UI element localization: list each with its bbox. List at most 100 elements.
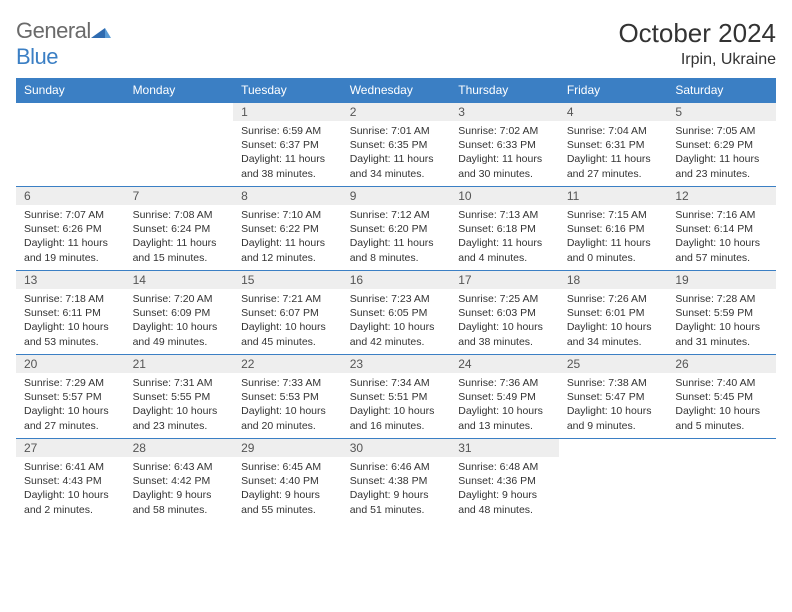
calendar-week-row: 6Sunrise: 7:07 AMSunset: 6:26 PMDaylight… [16, 187, 776, 271]
day-number: 1 [233, 103, 342, 121]
day-details: Sunrise: 6:43 AMSunset: 4:42 PMDaylight:… [125, 457, 234, 521]
day-number: 20 [16, 355, 125, 373]
calendar-week-row: ....1Sunrise: 6:59 AMSunset: 6:37 PMDayl… [16, 103, 776, 187]
day-details: Sunrise: 7:29 AMSunset: 5:57 PMDaylight:… [16, 373, 125, 437]
location: Irpin, Ukraine [618, 51, 776, 69]
calendar-week-row: 13Sunrise: 7:18 AMSunset: 6:11 PMDayligh… [16, 271, 776, 355]
calendar-day-cell: 19Sunrise: 7:28 AMSunset: 5:59 PMDayligh… [667, 271, 776, 355]
calendar-day-cell: 3Sunrise: 7:02 AMSunset: 6:33 PMDaylight… [450, 103, 559, 187]
day-details: Sunrise: 7:40 AMSunset: 5:45 PMDaylight:… [667, 373, 776, 437]
calendar-day-cell: 18Sunrise: 7:26 AMSunset: 6:01 PMDayligh… [559, 271, 668, 355]
calendar-day-cell: 21Sunrise: 7:31 AMSunset: 5:55 PMDayligh… [125, 355, 234, 439]
day-details: Sunrise: 7:05 AMSunset: 6:29 PMDaylight:… [667, 121, 776, 185]
weekday-header: Saturday [667, 78, 776, 103]
logo-mark-icon [91, 22, 111, 38]
day-number: 27 [16, 439, 125, 457]
day-details: Sunrise: 7:21 AMSunset: 6:07 PMDaylight:… [233, 289, 342, 353]
calendar-day-cell: 2Sunrise: 7:01 AMSunset: 6:35 PMDaylight… [342, 103, 451, 187]
calendar-day-cell: 27Sunrise: 6:41 AMSunset: 4:43 PMDayligh… [16, 439, 125, 523]
day-number: 15 [233, 271, 342, 289]
calendar-header-row: SundayMondayTuesdayWednesdayThursdayFrid… [16, 78, 776, 103]
calendar-day-cell: 9Sunrise: 7:12 AMSunset: 6:20 PMDaylight… [342, 187, 451, 271]
calendar-day-cell: 25Sunrise: 7:38 AMSunset: 5:47 PMDayligh… [559, 355, 668, 439]
calendar-day-cell: 16Sunrise: 7:23 AMSunset: 6:05 PMDayligh… [342, 271, 451, 355]
day-number: 12 [667, 187, 776, 205]
day-details: Sunrise: 7:23 AMSunset: 6:05 PMDaylight:… [342, 289, 451, 353]
day-details: Sunrise: 7:04 AMSunset: 6:31 PMDaylight:… [559, 121, 668, 185]
day-number: 5 [667, 103, 776, 121]
day-details: Sunrise: 6:41 AMSunset: 4:43 PMDaylight:… [16, 457, 125, 521]
calendar-body: ....1Sunrise: 6:59 AMSunset: 6:37 PMDayl… [16, 103, 776, 523]
day-number: 28 [125, 439, 234, 457]
day-number: 29 [233, 439, 342, 457]
calendar-day-cell: 17Sunrise: 7:25 AMSunset: 6:03 PMDayligh… [450, 271, 559, 355]
calendar-day-cell: 20Sunrise: 7:29 AMSunset: 5:57 PMDayligh… [16, 355, 125, 439]
day-number: 30 [342, 439, 451, 457]
calendar-day-cell: .. [16, 103, 125, 187]
calendar-day-cell: 5Sunrise: 7:05 AMSunset: 6:29 PMDaylight… [667, 103, 776, 187]
weekday-header: Thursday [450, 78, 559, 103]
day-number: 22 [233, 355, 342, 373]
day-details: Sunrise: 7:13 AMSunset: 6:18 PMDaylight:… [450, 205, 559, 269]
month-title: October 2024 [618, 18, 776, 49]
calendar-week-row: 27Sunrise: 6:41 AMSunset: 4:43 PMDayligh… [16, 439, 776, 523]
day-number: 18 [559, 271, 668, 289]
day-number: 13 [16, 271, 125, 289]
day-details: Sunrise: 7:34 AMSunset: 5:51 PMDaylight:… [342, 373, 451, 437]
calendar-day-cell: 31Sunrise: 6:48 AMSunset: 4:36 PMDayligh… [450, 439, 559, 523]
calendar-day-cell: 28Sunrise: 6:43 AMSunset: 4:42 PMDayligh… [125, 439, 234, 523]
calendar-day-cell: 26Sunrise: 7:40 AMSunset: 5:45 PMDayligh… [667, 355, 776, 439]
day-details: Sunrise: 6:48 AMSunset: 4:36 PMDaylight:… [450, 457, 559, 521]
calendar-day-cell: 11Sunrise: 7:15 AMSunset: 6:16 PMDayligh… [559, 187, 668, 271]
day-number: 11 [559, 187, 668, 205]
day-number: 17 [450, 271, 559, 289]
day-details: Sunrise: 7:16 AMSunset: 6:14 PMDaylight:… [667, 205, 776, 269]
day-details: Sunrise: 6:59 AMSunset: 6:37 PMDaylight:… [233, 121, 342, 185]
day-details: Sunrise: 7:18 AMSunset: 6:11 PMDaylight:… [16, 289, 125, 353]
day-details: Sunrise: 7:08 AMSunset: 6:24 PMDaylight:… [125, 205, 234, 269]
weekday-header: Monday [125, 78, 234, 103]
calendar-day-cell: .. [125, 103, 234, 187]
header: General Blue October 2024 Irpin, Ukraine [16, 18, 776, 70]
calendar-day-cell: .. [559, 439, 668, 523]
calendar-day-cell: 30Sunrise: 6:46 AMSunset: 4:38 PMDayligh… [342, 439, 451, 523]
calendar-day-cell: 7Sunrise: 7:08 AMSunset: 6:24 PMDaylight… [125, 187, 234, 271]
day-number: 3 [450, 103, 559, 121]
logo-word1: General [16, 18, 91, 43]
day-details: Sunrise: 6:46 AMSunset: 4:38 PMDaylight:… [342, 457, 451, 521]
day-number: 21 [125, 355, 234, 373]
calendar-day-cell: 24Sunrise: 7:36 AMSunset: 5:49 PMDayligh… [450, 355, 559, 439]
day-number: 16 [342, 271, 451, 289]
day-number: 8 [233, 187, 342, 205]
day-details: Sunrise: 7:36 AMSunset: 5:49 PMDaylight:… [450, 373, 559, 437]
day-number: 26 [667, 355, 776, 373]
weekday-header: Friday [559, 78, 668, 103]
day-number: 24 [450, 355, 559, 373]
logo-text: General Blue [16, 18, 111, 70]
calendar-day-cell: 13Sunrise: 7:18 AMSunset: 6:11 PMDayligh… [16, 271, 125, 355]
day-details: Sunrise: 7:02 AMSunset: 6:33 PMDaylight:… [450, 121, 559, 185]
day-details: Sunrise: 7:10 AMSunset: 6:22 PMDaylight:… [233, 205, 342, 269]
day-details: Sunrise: 7:01 AMSunset: 6:35 PMDaylight:… [342, 121, 451, 185]
weekday-header: Tuesday [233, 78, 342, 103]
calendar-day-cell: 10Sunrise: 7:13 AMSunset: 6:18 PMDayligh… [450, 187, 559, 271]
day-details: Sunrise: 7:07 AMSunset: 6:26 PMDaylight:… [16, 205, 125, 269]
calendar-day-cell: 1Sunrise: 6:59 AMSunset: 6:37 PMDaylight… [233, 103, 342, 187]
calendar-table: SundayMondayTuesdayWednesdayThursdayFrid… [16, 78, 776, 523]
logo: General Blue [16, 18, 111, 70]
day-details: Sunrise: 7:20 AMSunset: 6:09 PMDaylight:… [125, 289, 234, 353]
calendar-day-cell: 6Sunrise: 7:07 AMSunset: 6:26 PMDaylight… [16, 187, 125, 271]
day-details: Sunrise: 7:33 AMSunset: 5:53 PMDaylight:… [233, 373, 342, 437]
calendar-day-cell: 8Sunrise: 7:10 AMSunset: 6:22 PMDaylight… [233, 187, 342, 271]
calendar-day-cell: 14Sunrise: 7:20 AMSunset: 6:09 PMDayligh… [125, 271, 234, 355]
day-number: 2 [342, 103, 451, 121]
day-details: Sunrise: 7:28 AMSunset: 5:59 PMDaylight:… [667, 289, 776, 353]
day-number: 31 [450, 439, 559, 457]
day-number: 9 [342, 187, 451, 205]
title-block: October 2024 Irpin, Ukraine [618, 18, 776, 69]
day-number: 23 [342, 355, 451, 373]
day-number: 7 [125, 187, 234, 205]
calendar-day-cell: 23Sunrise: 7:34 AMSunset: 5:51 PMDayligh… [342, 355, 451, 439]
day-details: Sunrise: 7:26 AMSunset: 6:01 PMDaylight:… [559, 289, 668, 353]
day-number: 10 [450, 187, 559, 205]
